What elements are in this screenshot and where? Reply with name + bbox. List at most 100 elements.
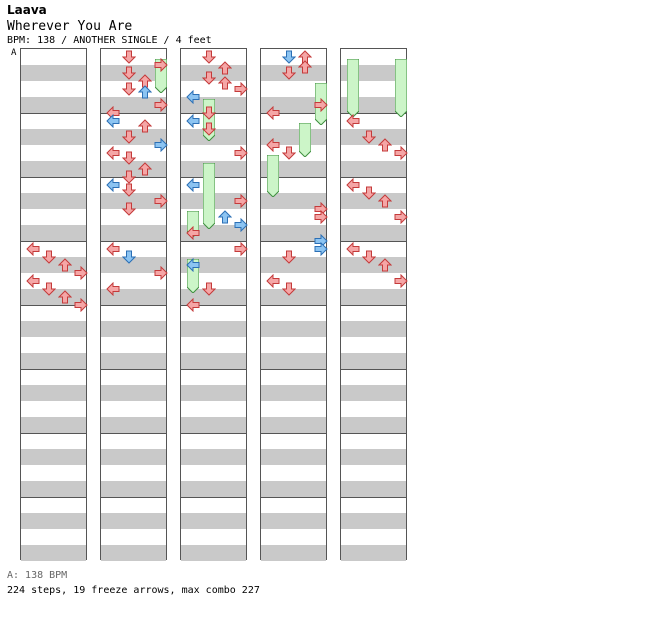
measure-line: [341, 177, 406, 178]
step-arrow-left: [186, 113, 200, 129]
bpm-line: A: 138 BPM: [7, 570, 68, 581]
freeze-arrow: [394, 58, 408, 118]
beat-stripe: [101, 97, 166, 113]
measure-line: [341, 305, 406, 306]
measure-line: [181, 433, 246, 434]
step-arrow-up: [137, 161, 153, 176]
step-arrow-right: [74, 265, 88, 281]
beat-stripe: [261, 193, 326, 209]
beat-stripe: [21, 129, 86, 145]
beat-stripe: [181, 385, 246, 401]
measure-line: [341, 241, 406, 242]
beat-stripe: [181, 353, 246, 369]
step-arrow-left: [186, 225, 200, 241]
beat-stripe: [341, 193, 406, 209]
measure-line: [261, 497, 326, 498]
beat-stripe: [181, 545, 246, 561]
chart-meta: BPM: 138 / ANOTHER SINGLE / 4 feet: [7, 35, 212, 46]
measure-line: [261, 113, 326, 114]
beat-stripe: [101, 385, 166, 401]
measure-line: [261, 177, 326, 178]
step-arrow-left: [186, 257, 200, 273]
step-arrow-right: [74, 297, 88, 313]
step-arrow-left: [186, 297, 200, 313]
beat-stripe: [21, 97, 86, 113]
beat-stripe: [21, 513, 86, 529]
step-arrow-left: [26, 273, 40, 289]
beat-stripe: [101, 449, 166, 465]
measure-line: [341, 433, 406, 434]
step-arrow-right: [234, 217, 248, 233]
chart-column: [100, 48, 168, 561]
beat-stripe: [261, 97, 326, 113]
beat-stripe: [341, 545, 406, 561]
step-arrow-right: [154, 193, 168, 209]
chart-column: [340, 48, 408, 561]
beat-stripe: [341, 289, 406, 305]
freeze-arrow: [298, 122, 312, 158]
beat-stripe: [101, 289, 166, 305]
measure-line: [21, 433, 86, 434]
step-arrow-down: [201, 121, 217, 136]
step-arrow-down: [281, 65, 297, 80]
step-arrow-down: [201, 70, 217, 85]
measure-line: [21, 497, 86, 498]
step-arrow-right: [234, 193, 248, 209]
beat-stripe: [101, 193, 166, 209]
step-arrow-down: [121, 81, 137, 96]
beat-stripe: [101, 225, 166, 241]
step-arrow-down: [201, 281, 217, 296]
beat-stripe: [341, 161, 406, 177]
measure-line: [341, 113, 406, 114]
step-arrow-left: [346, 113, 360, 129]
step-arrow-up: [217, 60, 233, 75]
step-arrow-right: [154, 97, 168, 113]
step-arrow-right: [234, 81, 248, 97]
step-arrow-down: [201, 49, 217, 64]
step-arrow-right: [394, 273, 408, 289]
step-arrow-right: [154, 265, 168, 281]
beat-stripe: [181, 289, 246, 305]
measure-line: [341, 369, 406, 370]
step-arrow-left: [106, 177, 120, 193]
step-arrow-down: [121, 49, 137, 64]
freeze-arrow: [202, 162, 216, 230]
beat-stripe: [261, 289, 326, 305]
artist-name: Laava: [7, 3, 47, 17]
step-arrow-left: [346, 177, 360, 193]
step-arrow-down: [121, 65, 137, 80]
step-arrow-right: [314, 241, 328, 257]
beat-stripe: [261, 225, 326, 241]
step-arrow-up: [297, 59, 313, 74]
freeze-arrow: [346, 58, 360, 118]
beat-stripe: [101, 257, 166, 273]
step-arrow-up: [217, 209, 233, 224]
beat-stripe: [341, 449, 406, 465]
beat-stripe: [21, 225, 86, 241]
beat-stripe: [101, 321, 166, 337]
step-arrow-up: [137, 118, 153, 133]
step-arrow-left: [26, 241, 40, 257]
step-arrow-right: [314, 209, 328, 225]
beat-stripe: [341, 225, 406, 241]
measure-line: [101, 113, 166, 114]
beat-stripe: [101, 353, 166, 369]
measure-line: [21, 241, 86, 242]
beat-stripe: [181, 65, 246, 81]
measure-line: [21, 305, 86, 306]
segment-marker: A: [11, 48, 17, 58]
measure-line: [261, 433, 326, 434]
measure-line: [21, 113, 86, 114]
measure-line: [181, 241, 246, 242]
step-arrow-down: [41, 281, 57, 296]
beat-stripe: [21, 481, 86, 497]
step-arrow-down: [281, 249, 297, 264]
beat-stripe: [21, 545, 86, 561]
step-arrow-down: [121, 169, 137, 184]
step-arrow-up: [217, 75, 233, 90]
step-arrow-down: [121, 201, 137, 216]
step-arrow-left: [106, 281, 120, 297]
measure-line: [101, 433, 166, 434]
beat-stripe: [181, 449, 246, 465]
beat-stripe: [261, 513, 326, 529]
